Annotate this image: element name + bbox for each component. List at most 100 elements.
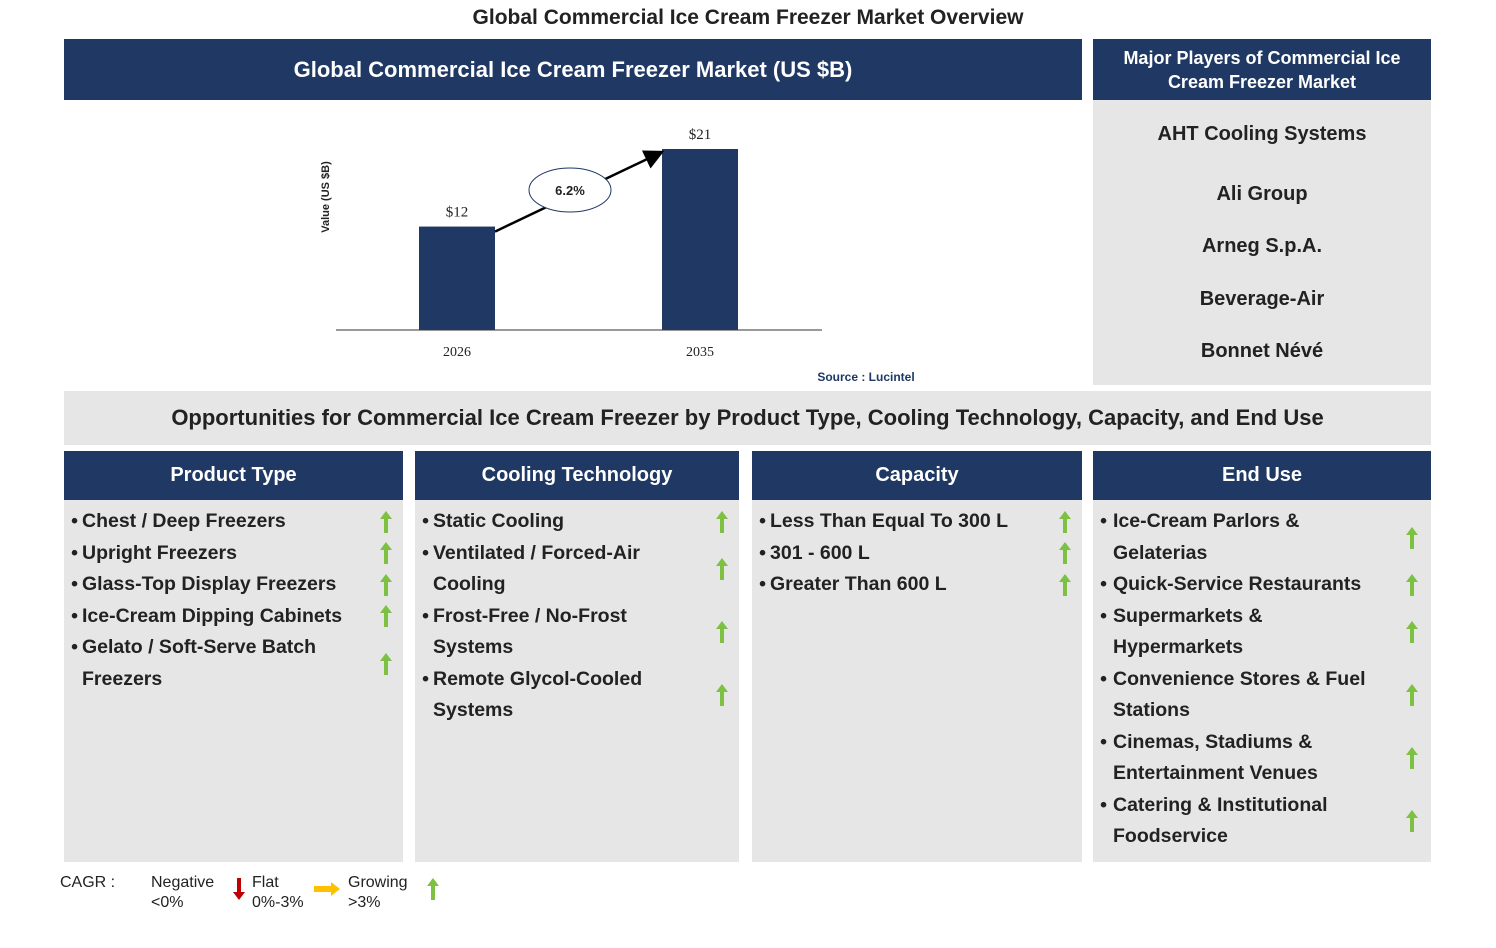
item-text: 301 - 600 L xyxy=(770,541,870,564)
segment-item: • Static Cooling xyxy=(419,506,733,538)
item-text: Remote Glycol-Cooled Systems xyxy=(433,667,643,722)
segment-item: • Greater Than 600 L xyxy=(756,569,1076,601)
arrow-shape xyxy=(1406,747,1418,769)
bullet: • xyxy=(71,573,78,595)
bullet: • xyxy=(71,604,78,627)
trend-arrow xyxy=(1406,621,1418,643)
item-text: Supermarkets & Hypermarkets xyxy=(1113,604,1263,659)
segment-item: • Convenience Stores & Fuel Stations xyxy=(1097,664,1423,727)
legend-range: >3% xyxy=(348,894,381,911)
bullet: • xyxy=(759,573,766,595)
bullet: • xyxy=(422,541,429,564)
arrow-shape xyxy=(716,684,728,706)
value-label: $12 xyxy=(446,205,469,221)
players-panel: AHT Cooling Systems Ali Group Arneg S.p.A.… xyxy=(1093,100,1431,385)
arrow-shape xyxy=(1406,684,1418,706)
bullet: • xyxy=(1100,730,1107,753)
source: Source : Lucintel xyxy=(817,370,914,384)
legend-icon xyxy=(312,876,342,907)
item-text: Greater Than 600 L xyxy=(770,573,947,595)
trend-arrow xyxy=(1406,573,1418,596)
legend-name: Flat xyxy=(252,874,279,891)
arrow-shape xyxy=(1406,526,1418,549)
segment-item: • Ice-Cream Parlors & Gelaterias xyxy=(1097,506,1423,569)
segment-item: • Remote Glycol-Cooled Systems xyxy=(419,664,733,727)
legend-icon xyxy=(228,876,250,907)
value-label: $21 xyxy=(689,127,712,143)
item-text: Gelato / Soft-Serve Batch Freezers xyxy=(82,636,317,690)
legend-icon xyxy=(422,876,444,907)
trend-arrow xyxy=(427,878,439,900)
bullet: • xyxy=(71,636,78,658)
segment-header: Cooling Technology xyxy=(415,451,739,500)
segment-item: • Quick-Service Restaurants xyxy=(1097,569,1423,601)
cagr-label: 6.2% xyxy=(555,183,585,198)
segment-item: • Glass-Top Display Freezers xyxy=(68,569,397,601)
bullet: • xyxy=(71,510,78,532)
trend-arrow xyxy=(1059,542,1071,565)
segment-item: • Supermarkets & Hypermarkets xyxy=(1097,601,1423,664)
segment-item: • Upright Freezers xyxy=(68,538,397,570)
arrow-shape xyxy=(380,542,392,565)
item-text: Ice-Cream Dipping Cabinets xyxy=(82,604,343,627)
legend-label: CAGR : xyxy=(60,874,116,891)
segment-item: • 301 - 600 L xyxy=(756,538,1076,570)
trend-arrow xyxy=(380,652,392,675)
arrow-shape xyxy=(1059,573,1071,596)
bullet: • xyxy=(422,510,429,532)
item-text: Cinemas, Stadiums & Entertainment Venues xyxy=(1113,730,1318,785)
segment-body: • Less Than Equal To 300 L • 301 - 600 L • Gr… xyxy=(752,500,1082,862)
arrow-shape xyxy=(380,652,392,675)
arrow-shape xyxy=(1406,573,1418,596)
arrow-shape xyxy=(233,878,245,900)
arrow-shape xyxy=(716,621,728,643)
trend-arrow xyxy=(314,882,340,896)
legend-range: <0% xyxy=(151,894,184,911)
segment-header: Product Type xyxy=(64,451,403,500)
arrow-shape xyxy=(716,510,728,533)
chart: Value (US $B) 2026 $12 2035 $21 6.2% Source : … xyxy=(320,127,915,384)
cagr-bubble xyxy=(528,167,612,213)
arrow-shape xyxy=(1406,621,1418,643)
segment-body: • Chest / Deep Freezers • Upright Freezers •… xyxy=(64,500,403,862)
item-text: Less Than Equal To 300 L xyxy=(770,510,1009,532)
item-text: Glass-Top Display Freezers xyxy=(82,573,337,595)
trend-arrow xyxy=(716,684,728,706)
segment-body: • Static Cooling • Ventilated / Forced-Air … xyxy=(415,500,739,862)
bullet: • xyxy=(422,667,429,690)
arrow-shape xyxy=(380,573,392,596)
player-name: AHT Cooling Systems xyxy=(1157,123,1367,145)
trend-arrow xyxy=(233,878,245,900)
segment-item: • Ventilated / Forced-Air Cooling xyxy=(419,538,733,601)
trend-arrow xyxy=(1406,684,1418,706)
arrow-shape xyxy=(427,878,439,900)
bullet: • xyxy=(759,510,766,532)
item-text: Convenience Stores & Fuel Stations xyxy=(1113,667,1366,722)
y-axis-label: Value (US $B) xyxy=(320,161,332,233)
bullet: • xyxy=(759,541,766,564)
trend-arrow xyxy=(380,510,392,533)
opportunities-banner: Opportunities for Commercial Ice Cream F… xyxy=(64,391,1431,445)
x-tick-label: 2035 xyxy=(686,345,714,360)
players-header: Major Players of Commercial Ice Cream Fr… xyxy=(1093,39,1431,100)
arrow-shape xyxy=(1059,510,1071,533)
item-text: Ice-Cream Parlors & Gelaterias xyxy=(1113,510,1300,564)
segment-header: Capacity xyxy=(752,451,1082,500)
bullet: • xyxy=(71,541,78,564)
trend-arrow xyxy=(1059,510,1071,533)
item-text: Ventilated / Forced-Air Cooling xyxy=(433,541,640,596)
segment-item: • Gelato / Soft-Serve Batch Freezers xyxy=(68,632,397,695)
trend-arrow xyxy=(1406,526,1418,549)
arrow-shape xyxy=(716,558,728,580)
item-text: Quick-Service Restaurants xyxy=(1113,573,1362,595)
arrow-shape xyxy=(1406,810,1418,832)
legend-range: 0%-3% xyxy=(252,894,304,911)
segment-item: • Ice-Cream Dipping Cabinets xyxy=(68,601,397,633)
chart-header: Global Commercial Ice Cream Freezer Mark… xyxy=(64,39,1082,100)
item-text: Catering & Institutional Foodservice xyxy=(1113,793,1328,848)
bullet: • xyxy=(1100,793,1107,816)
bullet: • xyxy=(1100,667,1107,690)
segment-item: • Less Than Equal To 300 L xyxy=(756,506,1076,538)
player-name: Ali Group xyxy=(1216,183,1308,205)
